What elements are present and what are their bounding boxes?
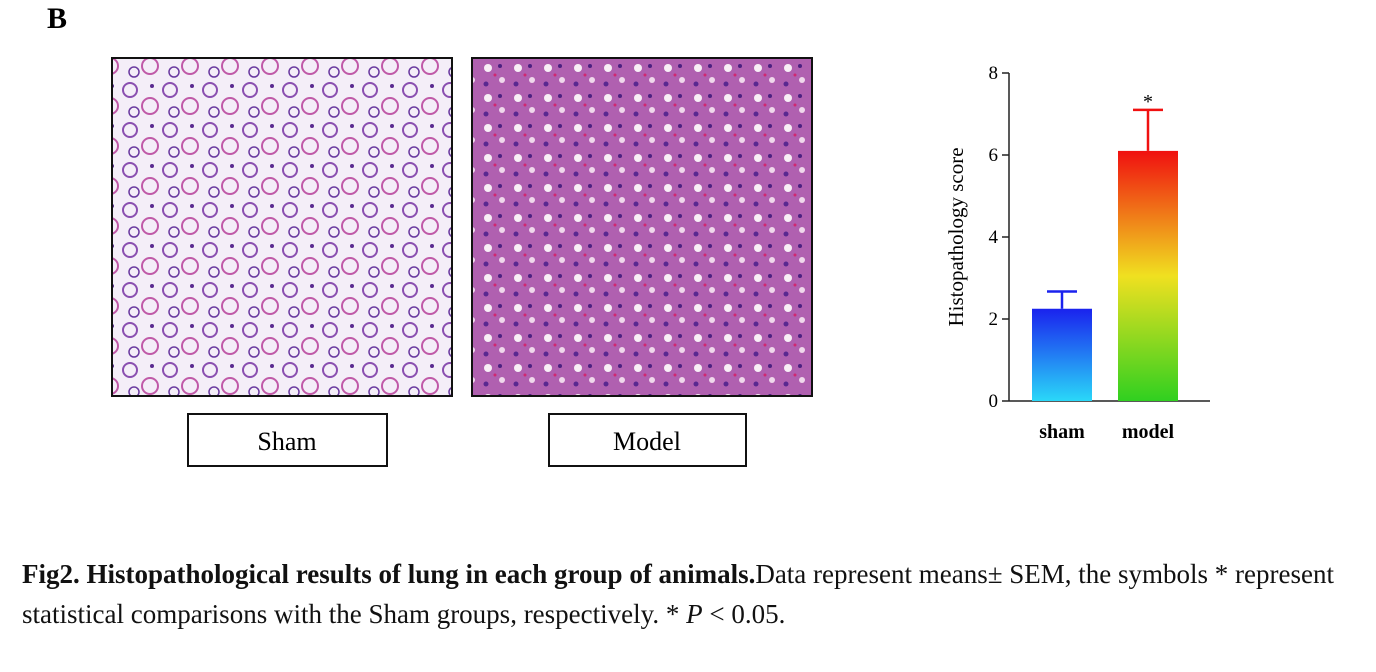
caption-italic: P [686, 599, 703, 629]
panel-label: B [47, 2, 67, 35]
y-tick-label: 6 [989, 145, 999, 166]
histology-image [471, 57, 813, 397]
label-box [187, 413, 388, 467]
caption-title: Fig2. Histopathological results of lung … [22, 559, 756, 589]
y-tick-label: 0 [989, 391, 999, 412]
caption: Fig2. Histopathological results of lung … [22, 554, 1367, 634]
bar [1032, 308, 1092, 401]
caption-text: < 0.05. [702, 599, 786, 629]
bar [1118, 150, 1178, 401]
y-tick-label: 2 [989, 309, 999, 330]
significance-mark: * [1143, 91, 1153, 113]
image-label: Sham [257, 427, 316, 456]
bar-chart: 0 2 4 6 8 Histopathology score sham model * [944, 63, 1210, 443]
y-tick-label: 8 [989, 63, 999, 84]
label-box [548, 413, 747, 467]
x-tick-label: model [1122, 421, 1175, 443]
y-axis-label: Histopathology score [944, 147, 968, 326]
histology-image [111, 57, 453, 397]
y-tick-label: 4 [989, 227, 999, 248]
x-tick-label: sham [1039, 421, 1085, 443]
image-label: Model [613, 427, 681, 456]
caption-text: Data represent means± SEM, the symbols *… [22, 559, 1334, 629]
figure: B Sham Model 0 2 4 6 8 Histopathology score sh… [47, 2, 1210, 467]
